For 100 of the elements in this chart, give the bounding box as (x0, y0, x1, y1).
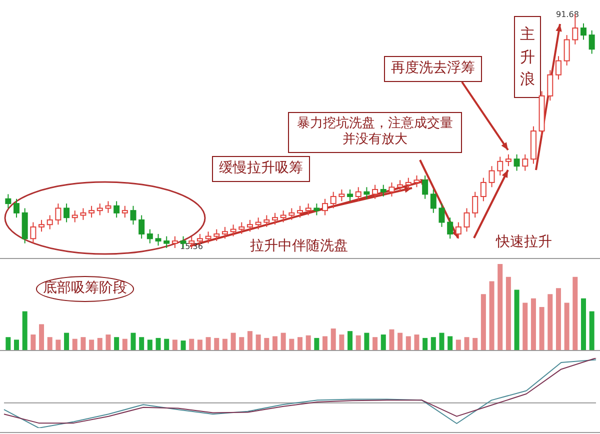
bar (6, 337, 11, 350)
candlestick (255, 217, 262, 230)
candlestick (472, 191, 478, 218)
bar (356, 335, 361, 350)
bar (564, 302, 570, 350)
bar (130, 332, 136, 350)
bar (114, 337, 120, 350)
bar (206, 337, 211, 350)
candlestick (314, 203, 320, 216)
bar (322, 336, 328, 350)
candlestick (338, 189, 345, 202)
candlestick (280, 210, 286, 223)
bar (398, 332, 403, 350)
bar (548, 294, 553, 350)
annotation: 拉升中伴随洗盘 (250, 238, 348, 256)
bar (97, 338, 102, 350)
candlestick (355, 186, 362, 202)
candlestick (480, 177, 486, 202)
candlestick (555, 56, 562, 80)
candlestick (122, 205, 128, 218)
bar (330, 328, 336, 350)
candlestick (580, 22, 586, 40)
bar (106, 334, 111, 350)
candlestick (14, 198, 20, 218)
candlestick (447, 217, 454, 240)
bar (64, 332, 70, 350)
candlestick (130, 205, 136, 226)
bar (506, 276, 511, 350)
candlestick (322, 198, 328, 216)
candlestick (88, 205, 95, 218)
bar (280, 332, 286, 350)
candlestick (438, 203, 445, 228)
bar (222, 338, 228, 350)
annotation: 91.68 (556, 10, 579, 20)
candlestick (164, 236, 170, 248)
candlestick (80, 208, 86, 220)
annotation: 再度洗去浮筹 (391, 60, 475, 78)
candlestick (455, 222, 462, 240)
candlestick (246, 219, 253, 232)
bar (456, 340, 461, 350)
bar (39, 324, 44, 350)
candlestick (588, 30, 595, 54)
candlestick (5, 194, 12, 209)
bar (439, 332, 444, 350)
candlestick (272, 212, 278, 226)
annotation: 快速拉升 (496, 234, 552, 252)
candlestick (547, 70, 554, 102)
bar (339, 334, 344, 350)
bar (122, 338, 128, 350)
candlestick (297, 205, 303, 218)
candlestick (155, 233, 162, 246)
bar (264, 338, 270, 350)
candlestick (430, 189, 436, 214)
candlestick (138, 214, 145, 240)
bar (56, 340, 61, 350)
annotation: 缓慢拉升吸筹 (219, 160, 303, 178)
bar (180, 340, 186, 350)
candlestick (72, 210, 78, 223)
bar (172, 340, 178, 350)
bar (448, 336, 453, 350)
bar (289, 338, 294, 350)
bar (239, 337, 244, 350)
candlestick (564, 34, 570, 66)
bar (22, 311, 28, 350)
candlestick (497, 156, 504, 176)
candlestick (464, 208, 470, 232)
candlestick (114, 200, 120, 218)
candlestick (205, 231, 212, 244)
candlestick (222, 226, 228, 240)
bar (480, 294, 486, 350)
bar (147, 340, 152, 350)
bar (156, 338, 161, 350)
bar (272, 336, 278, 350)
candlestick (347, 189, 354, 202)
candlestick (388, 182, 395, 198)
candlestick (46, 214, 53, 230)
bar (314, 338, 320, 350)
bar (214, 338, 220, 350)
bar (380, 334, 386, 350)
bar (247, 331, 252, 350)
candlestick (214, 228, 220, 242)
bar (514, 290, 520, 350)
candlestick (64, 203, 70, 223)
candlestick (364, 186, 370, 200)
bar (422, 338, 428, 350)
bar (256, 334, 261, 350)
bar (472, 338, 478, 350)
candlestick (380, 184, 386, 198)
candlestick (505, 154, 512, 167)
candlestick (238, 222, 245, 234)
bar (489, 281, 494, 350)
candlestick (172, 236, 178, 248)
bar (189, 338, 194, 350)
annotation: 暴力挖坑洗盘，注意成交量并没有放大 (296, 116, 454, 148)
candlestick (288, 208, 295, 220)
candlestick (372, 184, 378, 200)
bar (406, 336, 411, 350)
candlestick (514, 154, 520, 172)
bar (80, 337, 86, 350)
bar (572, 276, 578, 350)
